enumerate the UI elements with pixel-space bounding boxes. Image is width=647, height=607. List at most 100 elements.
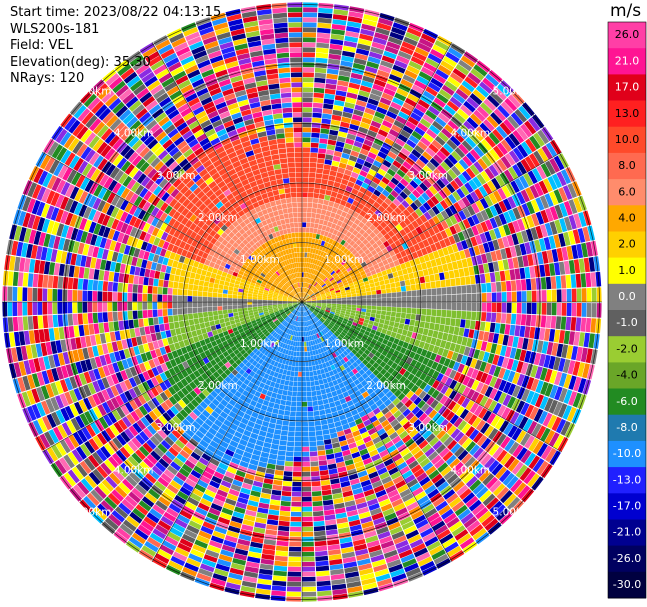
velocity-gate [456, 285, 462, 294]
velocity-gate [129, 328, 136, 338]
velocity-gate [576, 243, 584, 259]
velocity-gate [376, 272, 383, 278]
velocity-gate [308, 291, 313, 295]
velocity-gate [406, 296, 412, 302]
velocity-gate [227, 309, 233, 314]
velocity-gate [334, 224, 341, 231]
velocity-gate [414, 257, 421, 265]
velocity-gate [330, 291, 336, 295]
velocity-gate [331, 257, 337, 264]
velocity-gate [133, 319, 139, 328]
velocity-gate [290, 57, 302, 63]
velocity-gate [222, 305, 228, 310]
velocity-gate [73, 325, 80, 338]
velocity-gate [365, 228, 373, 235]
velocity-gate [219, 318, 225, 324]
velocity-gate [372, 115, 384, 124]
velocity-gate [378, 64, 392, 74]
velocity-gate [298, 262, 301, 268]
velocity-gate [270, 149, 279, 156]
velocity-gate [561, 289, 567, 302]
velocity-gate [137, 284, 143, 293]
velocity-gate [381, 289, 387, 294]
velocity-gate [352, 200, 360, 207]
velocity-gate [350, 255, 357, 262]
velocity-gate [549, 221, 558, 235]
velocity-gate [486, 115, 499, 128]
velocity-gate [504, 136, 517, 150]
velocity-gate [335, 268, 341, 274]
velocity-gate [551, 249, 559, 263]
velocity-gate [535, 277, 542, 290]
velocity-gate [436, 164, 447, 175]
velocity-gate [586, 287, 592, 302]
velocity-gate [346, 244, 352, 250]
velocity-gate [471, 293, 477, 302]
velocity-gate [551, 289, 557, 302]
velocity-gate [318, 219, 324, 225]
velocity-gate [439, 272, 445, 281]
velocity-gate [314, 290, 319, 294]
velocity-gate [545, 160, 556, 175]
velocity-gate [504, 270, 511, 281]
velocity-gate [317, 158, 325, 164]
velocity-gate [344, 102, 355, 109]
velocity-gate [132, 310, 138, 320]
velocity-gate [352, 167, 361, 175]
velocity-gate [376, 239, 383, 247]
velocity-gate [501, 185, 511, 198]
velocity-gate [278, 72, 291, 79]
velocity-gate [331, 296, 337, 299]
velocity-gate [62, 302, 68, 314]
velocity-gate [68, 265, 75, 278]
velocity-gate [349, 77, 362, 85]
velocity-gate [384, 137, 395, 147]
velocity-gate [37, 274, 44, 288]
velocity-gate [382, 209, 391, 218]
velocity-gate [263, 114, 274, 121]
velocity-gate [338, 75, 350, 82]
velocity-gate [333, 181, 341, 188]
velocity-gate [396, 292, 402, 297]
velocity-gate [315, 293, 320, 296]
velocity-gate [521, 203, 531, 216]
velocity-gate [422, 151, 433, 161]
velocity-gate [328, 275, 333, 280]
velocity-gate [481, 283, 487, 293]
velocity-gate [314, 82, 325, 89]
velocity-gate [404, 69, 418, 80]
velocity-gate [456, 241, 464, 251]
velocity-gate [321, 297, 327, 299]
velocity-gate [378, 181, 387, 189]
velocity-gate [406, 205, 415, 214]
velocity-gate [77, 278, 84, 290]
velocity-gate [352, 62, 366, 71]
velocity-gate [305, 283, 309, 288]
velocity-gate [306, 267, 310, 273]
velocity-gate [359, 198, 368, 206]
velocity-gate [362, 206, 370, 213]
velocity-gate [168, 315, 174, 323]
velocity-gate [102, 281, 109, 292]
velocity-gate [256, 80, 268, 87]
velocity-gate [411, 84, 425, 95]
velocity-gate [332, 109, 343, 117]
velocity-gate [262, 303, 268, 306]
velocity-gate [334, 146, 344, 153]
velocity-gate [280, 234, 286, 241]
velocity-gate [394, 207, 402, 215]
velocity-gate [397, 203, 406, 212]
velocity-gate [349, 176, 357, 184]
velocity-gate [311, 253, 315, 259]
velocity-gate [330, 289, 335, 293]
velocity-gate [430, 259, 437, 268]
velocity-gate [467, 216, 476, 227]
velocity-gate [297, 272, 300, 278]
velocity-gate [350, 264, 357, 270]
velocity-gate [325, 226, 331, 232]
velocity-gate [198, 312, 204, 318]
velocity-gate [406, 65, 420, 75]
velocity-gate [303, 287, 305, 293]
velocity-gate [375, 246, 382, 253]
velocity-gate [274, 32, 289, 39]
